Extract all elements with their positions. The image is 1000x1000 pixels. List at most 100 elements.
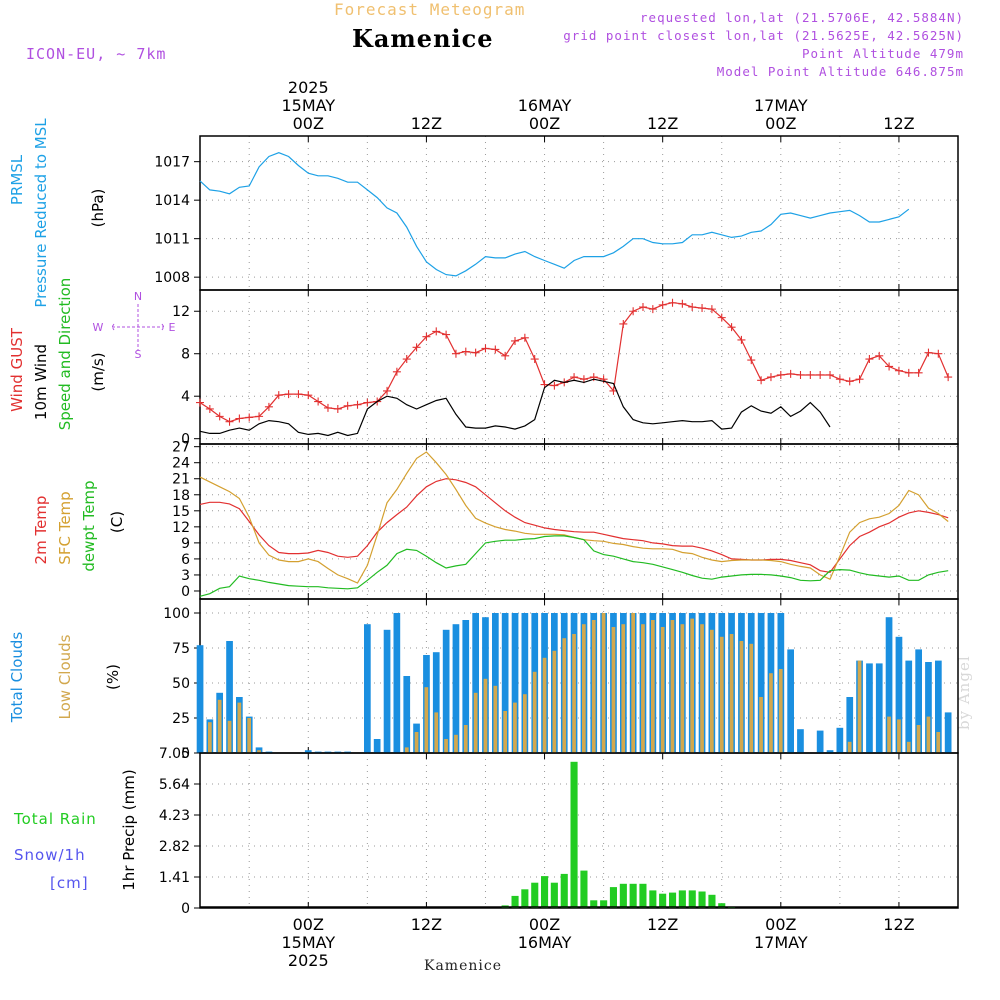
- time-label-bottom: 00Z: [529, 915, 560, 934]
- y-tick-label: 6: [181, 552, 190, 568]
- gust-point: [629, 307, 638, 316]
- panel-frame: [199, 289, 959, 445]
- low-cloud-bar: [424, 687, 429, 753]
- rain-bar: [609, 887, 617, 908]
- low-cloud-bar: [906, 741, 911, 753]
- dewpoint-label: dewpt Temp: [80, 480, 98, 571]
- gust-point: [392, 367, 401, 376]
- gust-point: [648, 305, 657, 314]
- gust-line: [199, 302, 949, 423]
- gust-point: [323, 403, 332, 412]
- low-cloud-bar: [631, 613, 635, 753]
- y-tick-label: 1014: [154, 193, 190, 209]
- y-tick-label: 9: [181, 536, 190, 552]
- gust-point: [215, 412, 224, 421]
- gust-point: [304, 391, 313, 400]
- total-cloud-bar: [826, 750, 834, 753]
- total-cloud-bar: [442, 629, 450, 753]
- y-tick-label: 8: [181, 347, 190, 363]
- total-cloud-bar: [403, 676, 411, 753]
- rain-bar: [629, 883, 637, 908]
- gust-point: [422, 332, 431, 341]
- low-cloud-bar: [769, 673, 773, 753]
- gust-point: [855, 375, 864, 384]
- gust-point: [757, 376, 766, 385]
- snow-unit: [cm]: [50, 874, 89, 892]
- dewpoint-line: [199, 535, 949, 597]
- gust-point: [747, 356, 756, 365]
- total-cloud-bar: [432, 652, 440, 753]
- time-label-bottom: 00Z: [293, 915, 324, 934]
- low-cloud-bar: [454, 734, 458, 753]
- chart-title: Kamenice: [352, 24, 494, 53]
- rain-bar: [698, 891, 706, 908]
- y-tick-label: 12: [172, 520, 190, 536]
- low-cloud-bar: [926, 716, 931, 753]
- gust-point: [914, 368, 923, 377]
- y-tick-label: 21: [172, 472, 190, 488]
- rain-bar: [639, 883, 647, 908]
- gust-point: [383, 386, 392, 395]
- model-label: ICON-EU, ~ 7km: [26, 45, 167, 63]
- time-label-bottom: 12Z: [647, 915, 678, 934]
- low-cloud-bar: [680, 624, 685, 753]
- gust-point: [658, 300, 667, 309]
- total-cloud-bar: [521, 613, 529, 753]
- temp-2m-label: 2m Temp: [32, 496, 50, 565]
- gust-point: [491, 345, 500, 354]
- low-cloud-bar: [660, 627, 665, 753]
- low-cloud-bar: [404, 747, 409, 753]
- gust-point: [196, 398, 204, 407]
- snow-label: Snow/1h: [14, 846, 86, 864]
- total-cloud-bar: [885, 617, 893, 753]
- gust-point: [737, 335, 746, 344]
- y-tick-label: 27: [172, 440, 190, 456]
- time-label-bottom: 12Z: [883, 915, 914, 934]
- rain-bar: [718, 903, 726, 908]
- gust-point: [314, 397, 323, 406]
- gust-point: [638, 302, 647, 311]
- y-tick-label: 3: [181, 568, 190, 584]
- temp-2m-line: [199, 478, 949, 573]
- chart-subtitle: Forecast Meteogram: [334, 0, 526, 19]
- total-rain-label: Total Rain: [13, 810, 97, 828]
- y-tick-label: 0: [181, 584, 190, 600]
- total-cloud-bar: [364, 624, 371, 753]
- low-cloud-bar: [434, 712, 439, 753]
- low-cloud-bar: [473, 692, 478, 753]
- gust-point: [402, 355, 411, 364]
- panel-frame: [199, 598, 959, 754]
- rain-bar: [550, 882, 558, 908]
- gust-point: [885, 362, 894, 371]
- low-cloud-bar: [749, 643, 754, 753]
- total-cloud-bar: [787, 649, 794, 753]
- gust-point: [471, 348, 480, 357]
- gust-point: [333, 404, 342, 413]
- time-label-top: 00Z: [765, 114, 796, 133]
- grid-point-coords: grid point closest lon,lat (21.5625E, 42…: [563, 28, 964, 43]
- gust-point: [255, 412, 264, 421]
- low-cloud-bar: [710, 629, 714, 753]
- panel-frame: [199, 135, 959, 291]
- rain-bar: [590, 900, 598, 908]
- low-cloud-bar: [414, 732, 419, 753]
- gust-point: [294, 390, 303, 399]
- gust-point: [501, 351, 510, 360]
- total-cloud-bar: [875, 663, 883, 753]
- gust-point: [766, 373, 775, 382]
- gust-point: [934, 349, 943, 358]
- rain-bar: [678, 890, 686, 908]
- rain-bar: [659, 893, 667, 908]
- time-label-top: 12Z: [411, 114, 442, 133]
- gust-point: [343, 401, 352, 410]
- gust-point: [698, 304, 707, 313]
- time-label-top: 12Z: [647, 114, 678, 133]
- low-cloud-bar: [778, 669, 783, 753]
- low-cloud-bar: [217, 699, 222, 753]
- rain-bar: [531, 882, 539, 908]
- y-tick-label: 18: [172, 488, 190, 504]
- gust-point: [944, 373, 953, 382]
- pressure-label: PRMSL: [8, 154, 26, 205]
- gust-point: [688, 302, 697, 311]
